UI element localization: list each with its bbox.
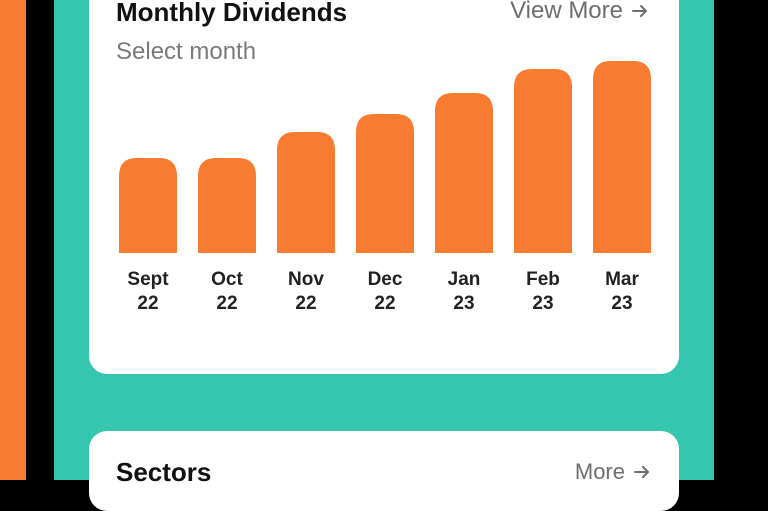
monthly-dividends-title: Monthly Dividends [116, 0, 348, 27]
x-tick-month: Oct [211, 269, 243, 290]
dividend-bar[interactable] [198, 158, 256, 253]
dividend-bar[interactable] [119, 158, 177, 253]
sectors-more-label: More [574, 459, 625, 484]
x-tick-month: Dec [368, 269, 403, 290]
arrow-right-icon [634, 466, 649, 478]
x-tick-month: Sept [127, 269, 169, 290]
x-tick-month: Nov [288, 269, 324, 290]
x-tick-month: Jan [448, 269, 481, 290]
dividend-bar[interactable] [435, 93, 493, 253]
side-panel-strip [0, 0, 26, 480]
arrow-right-icon [632, 5, 647, 17]
select-month-button[interactable]: Select month [116, 38, 257, 65]
x-tick-year: 22 [216, 293, 237, 314]
x-tick-year: 22 [374, 293, 395, 314]
sectors-card: Sectors More [89, 431, 679, 511]
dividend-bar[interactable] [356, 114, 414, 253]
dividend-bar[interactable] [514, 69, 572, 253]
sectors-more-link[interactable]: More [575, 459, 651, 485]
x-tick-year: 23 [453, 293, 474, 314]
view-more-label: View More [510, 0, 623, 24]
x-tick-year: 23 [611, 293, 632, 314]
x-tick-year: 23 [532, 293, 553, 314]
x-tick-year: 22 [137, 293, 158, 314]
view-more-link[interactable]: View More [510, 0, 649, 25]
x-tick-month: Feb [526, 269, 560, 290]
dividend-bar[interactable] [593, 61, 651, 253]
x-tick-month: Mar [605, 269, 639, 290]
x-tick-year: 22 [295, 293, 316, 314]
sectors-title: Sectors [116, 457, 212, 487]
dividend-bar[interactable] [277, 132, 335, 253]
monthly-dividends-bar-chart: Sept 22 Oct 22 Nov 22 Dec 22 Jan 23 Feb 23 Mar 23 [119, 61, 651, 314]
monthly-dividends-card: Monthly Dividends View More Select month… [89, 0, 679, 374]
